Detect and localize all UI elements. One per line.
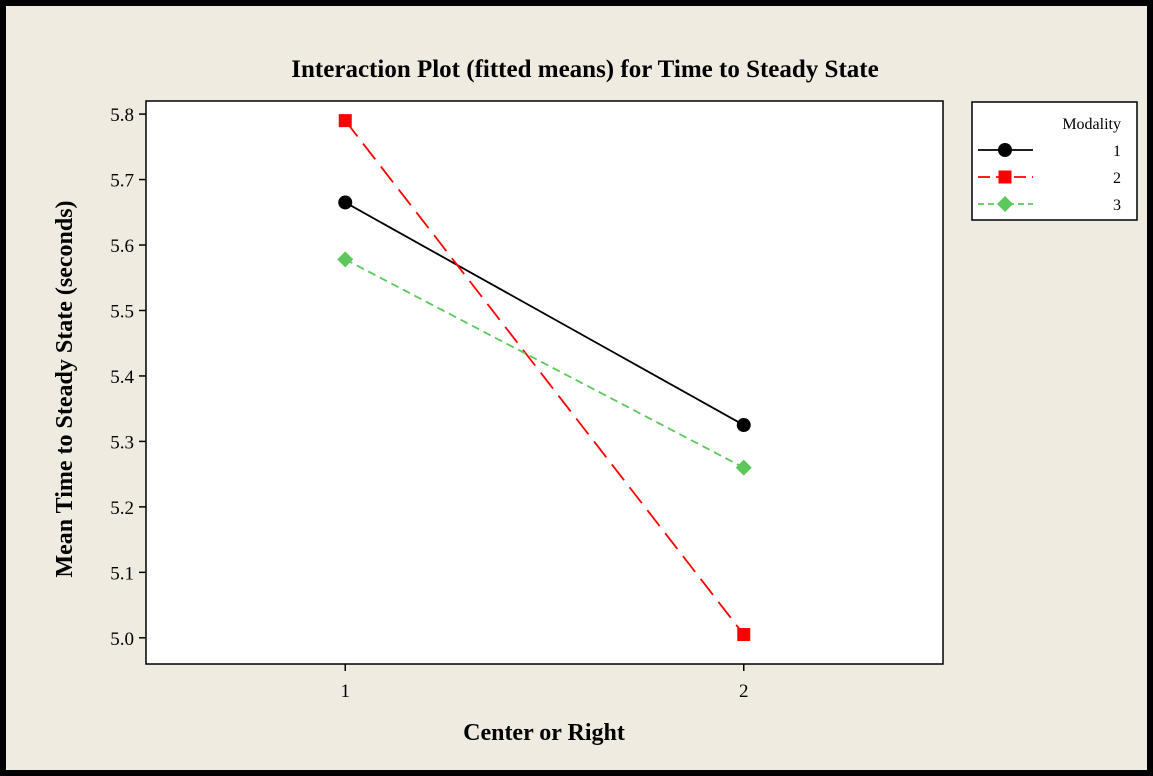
x-axis-label: Center or Right [463,720,625,746]
legend: Modality 1 2 3 [971,101,1138,221]
y-tick-label: 5.7 [110,171,134,192]
y-tick-label: 5.8 [110,105,134,126]
plot-area [145,100,944,665]
series-line-1 [344,201,745,426]
y-tick-label: 5.3 [110,432,134,453]
data-point-series-3 [337,251,354,268]
series-layer [337,114,752,642]
chart-title: Interaction Plot (fitted means) for Time… [291,56,878,83]
y-tick-label: 5.5 [110,301,134,322]
y-tick-label: 5.2 [110,498,134,519]
data-point-series-2 [737,628,751,642]
y-tick-label: 5.1 [110,563,134,584]
data-point-series-1 [736,418,751,433]
y-tick-label: 5.0 [110,629,134,650]
x-tick-label: 1 [341,681,351,702]
legend-marker-2 [998,170,1012,184]
data-point-series-2 [338,114,352,128]
legend-title: Modality [1062,116,1121,133]
series-line-3 [344,258,745,469]
legend-entries: 1 2 3 [978,143,1121,214]
y-axis: 5.0 5.1 5.2 5.3 5.4 5.5 5.6 5.7 5.8 [110,105,146,650]
y-tick-label: 5.6 [110,236,134,257]
legend-marker-1 [998,143,1012,157]
legend-label-1: 1 [1113,143,1121,160]
legend-box [971,101,1138,221]
y-axis-label: Mean Time to Steady State (seconds) [52,200,78,577]
legend-label-2: 2 [1113,170,1121,187]
legend-marker-3 [997,196,1013,212]
series-line-2 [344,120,745,636]
y-tick-label: 5.4 [110,367,134,388]
data-point-series-3 [735,459,752,476]
x-tick-label: 2 [739,681,749,702]
data-point-series-1 [338,195,353,210]
legend-label-3: 3 [1113,197,1121,214]
